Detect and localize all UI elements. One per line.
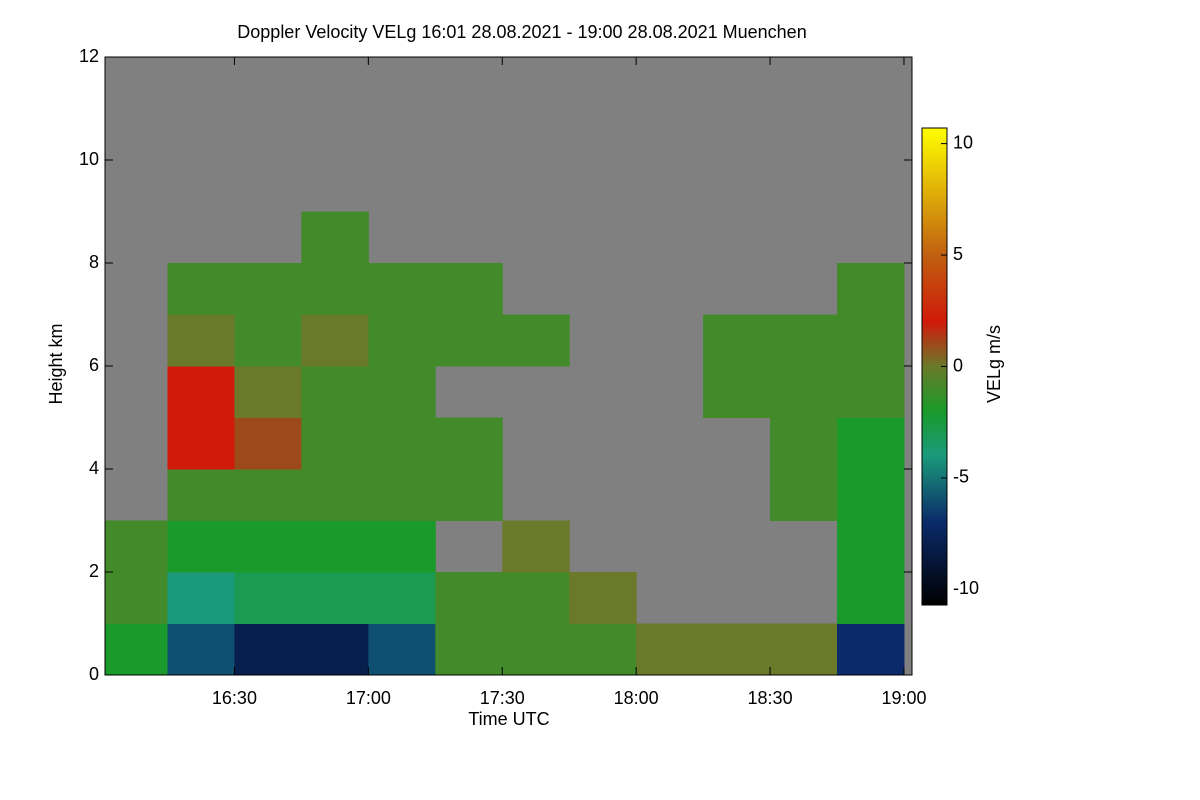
x-tick-label: 18:00 [614,688,659,708]
heatmap-cell [301,211,369,264]
heatmap-cell [234,263,302,315]
heatmap-cell [234,623,302,676]
heatmap-cell [636,623,704,676]
heatmap-cell [301,623,369,676]
heatmap-cell [837,520,905,573]
heatmap-cell [368,623,436,676]
heatmap-cell [167,520,235,573]
heatmap-cell [837,314,905,367]
colorbar-tick-label: -5 [953,467,969,487]
heatmap-cell [234,417,302,470]
heatmap-cell [435,572,503,624]
heatmap-cell [368,263,436,315]
y-tick-label: 4 [89,458,99,478]
heatmap-cell [368,417,436,470]
heatmap-cell [703,314,771,367]
heatmap-cell [105,572,168,624]
heatmap-cell [703,366,771,418]
heatmap-cell [301,314,369,367]
heatmap-cell [770,366,838,418]
heatmap-cell [105,623,168,676]
heatmap-cell [770,314,838,367]
y-tick-label: 6 [89,355,99,375]
x-axis-label: Time UTC [468,709,549,729]
heatmap-cell [837,417,905,470]
heatmap-cell [837,469,905,521]
heatmap-cell [105,520,168,573]
heatmap-cell [234,520,302,573]
colorbar-label: VELg m/s [984,325,1004,403]
heatmap-cell [167,623,235,676]
heatmap-cell [502,520,570,573]
heatmap-cell [368,314,436,367]
heatmap-cell [435,263,503,315]
y-tick-label: 12 [79,46,99,66]
heatmap-cell [770,417,838,470]
heatmap-cell [301,366,369,418]
y-tick-label: 0 [89,664,99,684]
heatmap-cell [301,520,369,573]
heatmap-cell [234,366,302,418]
heatmap-cell [435,417,503,470]
heatmap-cell [167,314,235,367]
y-tick-label: 2 [89,561,99,581]
heatmap-cell [368,469,436,521]
heatmap-cell [368,572,436,624]
x-tick-label: 17:00 [346,688,391,708]
colorbar-tick-label: 5 [953,244,963,264]
heatmap-cell [301,417,369,470]
heatmap-cell [167,366,235,418]
heatmap-cell [167,572,235,624]
heatmap-cell [301,572,369,624]
heatmap-cell [770,623,838,676]
heatmap-cell [368,366,436,418]
heatmap-cell [234,469,302,521]
heatmap-cell [502,572,570,624]
heatmap-cell [837,623,905,676]
heatmap-cell [167,263,235,315]
heatmap-cell [770,469,838,521]
heatmap-cell [435,469,503,521]
x-tick-label: 19:00 [881,688,926,708]
heatmap-cell [435,314,503,367]
heatmap-cell [837,263,905,315]
heatmap-cell [569,572,637,624]
heatmap-cell [234,314,302,367]
chart-title: Doppler Velocity VELg 16:01 28.08.2021 -… [237,22,806,42]
heatmap-cell [837,572,905,624]
heatmap-cell [502,623,570,676]
heatmap-cell [435,623,503,676]
heatmap-cell [234,572,302,624]
heatmap-cell [703,623,771,676]
heatmap-cell [167,417,235,470]
heatmap-cell [837,366,905,418]
colorbar-tick-label: 0 [953,355,963,375]
heatmap-cell [502,314,570,367]
y-tick-label: 10 [79,149,99,169]
x-tick-label: 18:30 [748,688,793,708]
colorbar-tick-label: 10 [953,132,973,152]
x-tick-label: 16:30 [212,688,257,708]
heatmap-cell [301,469,369,521]
heatmap-cell [301,263,369,315]
heatmap-cell [569,623,637,676]
x-tick-label: 17:30 [480,688,525,708]
y-tick-label: 8 [89,252,99,272]
colorbar-tick-label: -10 [953,578,979,598]
heatmap-cell [167,469,235,521]
heatmap-cell [368,520,436,573]
y-axis-label: Height km [46,323,66,404]
